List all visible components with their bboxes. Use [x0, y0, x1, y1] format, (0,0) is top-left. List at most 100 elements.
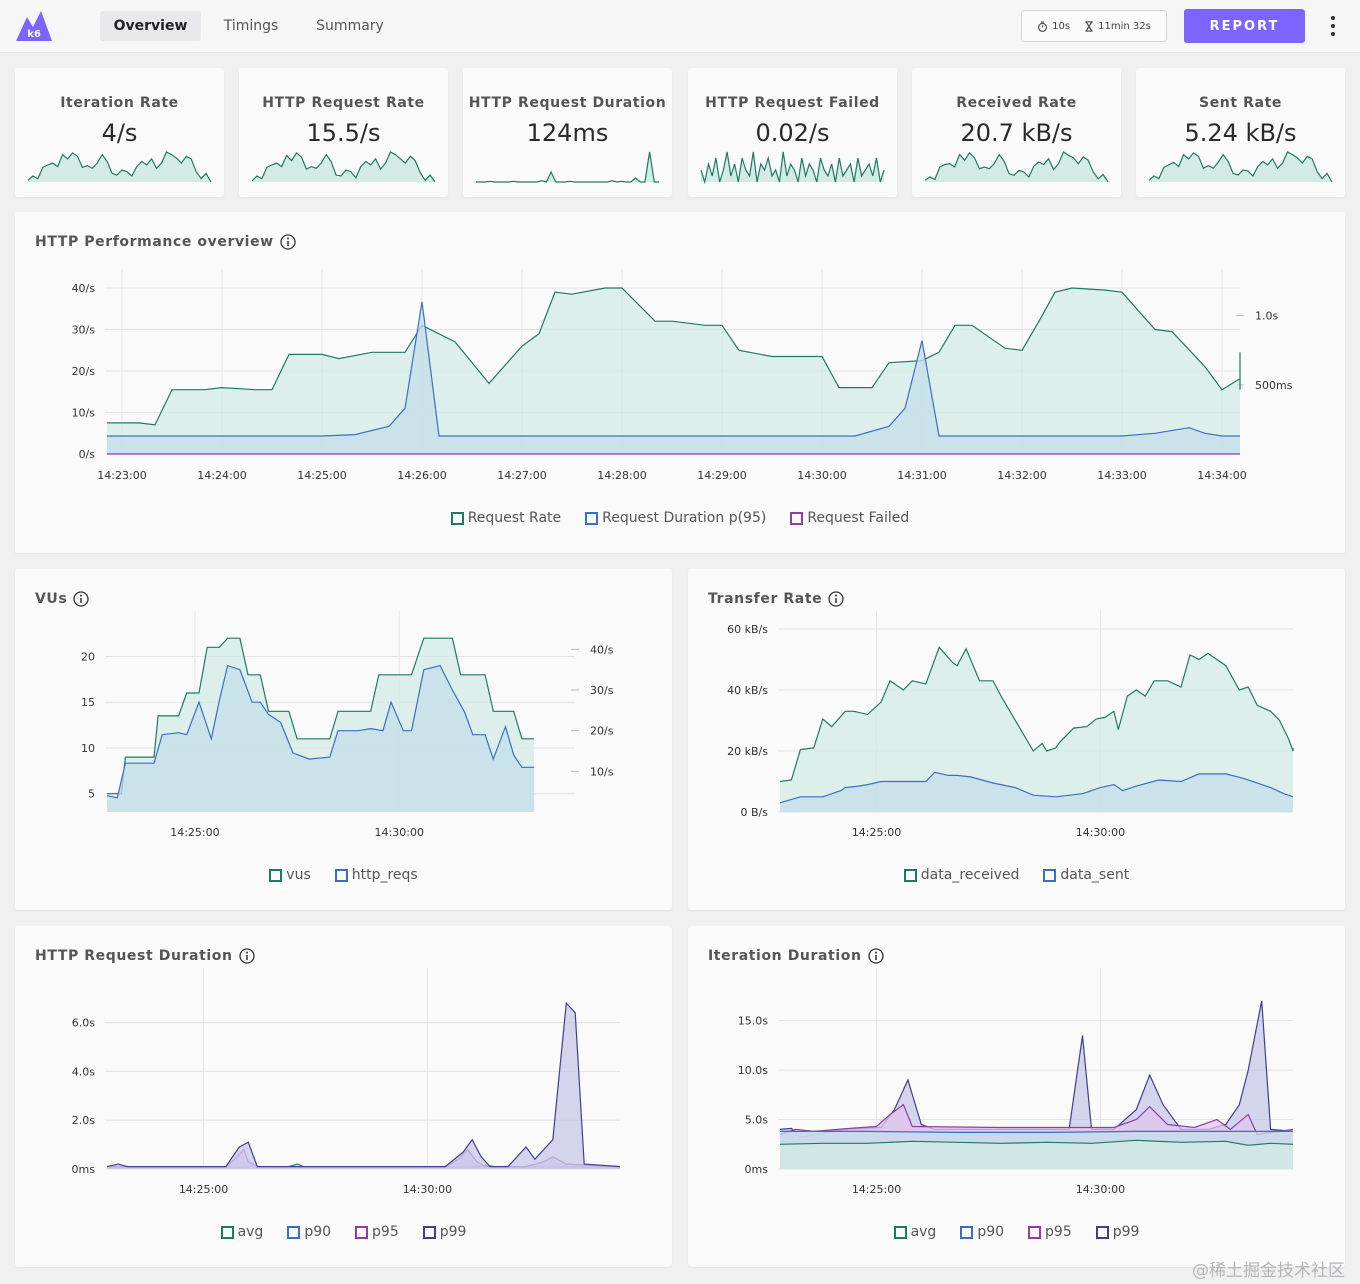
legend-avg[interactable]: avg [220, 1224, 264, 1240]
series-line-avg [779, 1139, 1294, 1146]
stat-label: HTTP Request Duration [468, 95, 667, 111]
sparkline-line [476, 151, 659, 183]
sparkline [700, 151, 885, 185]
legend-label: Request Rate [467, 510, 562, 526]
panel-title: Transfer Rate [708, 591, 844, 607]
series-line-http-reqs [106, 664, 535, 799]
panel-title: VUs [35, 591, 89, 607]
info-icon[interactable] [73, 591, 89, 607]
http-request-duration-chart: 0ms 2.0s 4.0s 6.0s 14:25:00 14:30:00 [72, 968, 621, 1196]
legend-data-sent[interactable]: data_sent [1043, 867, 1129, 883]
legend-http-reqs[interactable]: http_reqs [334, 867, 418, 883]
legend-request-duration-p95[interactable]: Request Duration p(95) [585, 510, 766, 526]
x-tick-label: 14:25:00 [852, 1183, 901, 1196]
sparkline-line [27, 151, 212, 183]
legend-p99[interactable]: p99 [422, 1224, 467, 1240]
y2-tick-label: 1.0s [1255, 310, 1278, 323]
chart-legend: avg p90 p95 p99 [15, 1224, 672, 1240]
panel-title-text: VUs [35, 591, 68, 607]
info-icon[interactable] [867, 948, 884, 964]
x-tick-label: 14:32:00 [997, 469, 1046, 482]
legend-label: avg [237, 1224, 264, 1240]
legend-p90[interactable]: p90 [287, 1224, 331, 1240]
stat-value: 124ms [526, 119, 609, 147]
time-info: 10s 11min 32s [1021, 10, 1167, 42]
stat-label: HTTP Request Failed [705, 95, 880, 111]
legend-p99[interactable]: p99 [1095, 1224, 1140, 1240]
panel-title-text: Transfer Rate [708, 591, 823, 607]
sparkline-area [1149, 152, 1332, 182]
legend-label: p90 [304, 1224, 332, 1240]
x-tick-label: 14:24:00 [197, 469, 246, 482]
period-info: 10s [1037, 21, 1070, 32]
info-icon[interactable] [280, 234, 296, 250]
tab-timings[interactable]: Timings [223, 18, 279, 34]
legend-label: p95 [1045, 1224, 1072, 1240]
series-line-p95 [779, 1103, 1294, 1136]
report-button[interactable]: REPORT [1184, 9, 1305, 43]
legend-label: avg [910, 1224, 937, 1240]
series-area-data-sent [780, 772, 1293, 812]
logo-text: k6 [27, 29, 41, 40]
y-tick-label: 20 [81, 650, 95, 663]
y-tick-label: 15.0s [738, 1015, 768, 1028]
y2-tick-label: 500ms [1255, 379, 1293, 392]
sparkline [1148, 151, 1333, 183]
legend-label: p95 [372, 1224, 399, 1240]
legend-p95[interactable]: p95 [1028, 1224, 1072, 1240]
sparkline-area [28, 152, 211, 182]
legend-label: p90 [977, 1224, 1005, 1240]
chart-legend: avg p90 p95 p99 [688, 1224, 1345, 1240]
y2-tick-label: 30/s [590, 684, 614, 697]
y-tick-label: 60 kB/s [727, 623, 768, 636]
legend-label: data_sent [1060, 867, 1130, 883]
legend-label: Request Duration p(95) [602, 510, 767, 526]
stat-card-http-request-rate: HTTP Request Rate 15.5/s [239, 68, 448, 197]
top-bar: k6 Overview Timings Summary 10s 11min 32… [0, 0, 1360, 53]
stat-card-http-request-duration: HTTP Request Duration 124ms [463, 68, 672, 197]
legend-avg[interactable]: avg [893, 1224, 937, 1240]
panel-vus: VUs 5 10 15 20 10/s 20/s 30/s 40/s 14:25:00 14:30… [15, 569, 672, 910]
y-tick-label: 0ms [72, 1163, 96, 1176]
legend-request-rate[interactable]: Request Rate [450, 510, 562, 526]
info-icon[interactable] [238, 948, 255, 964]
k6-logo[interactable]: k6 [14, 9, 54, 43]
x-tick-label: 14:27:00 [497, 469, 546, 482]
panel-transfer-rate: Transfer Rate 0 B/s 20 kB/s 40 kB/s 60 kB/s… [688, 569, 1345, 910]
x-tick-label: 14:30:00 [403, 1183, 452, 1196]
legend-vus[interactable]: vus [269, 867, 311, 883]
panel-title-text: HTTP Performance overview [35, 234, 274, 250]
tab-summary[interactable]: Summary [316, 18, 384, 34]
sparkline [924, 151, 1109, 183]
y-tick-label: 10.0s [738, 1064, 768, 1077]
stat-card-sent-rate: Sent Rate 5.24 kB/s [1136, 68, 1345, 197]
more-vertical-icon[interactable] [1320, 12, 1346, 40]
legend-label: p99 [1112, 1224, 1140, 1240]
watermark: @稀土掘金技术社区 [1192, 1261, 1345, 1281]
series-area-request-rate [107, 288, 1240, 454]
stat-label: Sent Rate [1199, 95, 1282, 111]
legend-label: p99 [439, 1224, 467, 1240]
y-tick-label: 20/s [72, 365, 96, 378]
legend-request-failed[interactable]: Request Failed [790, 510, 909, 526]
tab-overview[interactable]: Overview [100, 11, 201, 41]
hourglass-icon [1085, 20, 1093, 32]
x-tick-label: 14:25:00 [179, 1183, 228, 1196]
series-line-data-sent [779, 771, 1294, 804]
x-tick-label: 14:30:00 [797, 469, 846, 482]
legend-data-received[interactable]: data_received [903, 867, 1019, 883]
y-tick-label: 10/s [72, 407, 96, 420]
series-line-p99 [106, 1001, 621, 1168]
stat-value: 4/s [101, 119, 138, 147]
y2-tick-label: 20/s [590, 725, 614, 738]
legend-p95[interactable]: p95 [355, 1224, 399, 1240]
legend-p90[interactable]: p90 [960, 1224, 1004, 1240]
x-tick-label: 14:30:00 [1076, 826, 1125, 839]
duration-value: 11min 32s [1098, 20, 1151, 32]
y-tick-label: 15 [81, 696, 95, 709]
info-icon[interactable] [828, 591, 844, 607]
stat-value: 0.02/s [755, 119, 830, 147]
series-line-vus [107, 637, 535, 795]
x-tick-label: 14:31:00 [897, 469, 946, 482]
stat-card-iteration-rate: Iteration Rate 4/s [15, 68, 224, 197]
